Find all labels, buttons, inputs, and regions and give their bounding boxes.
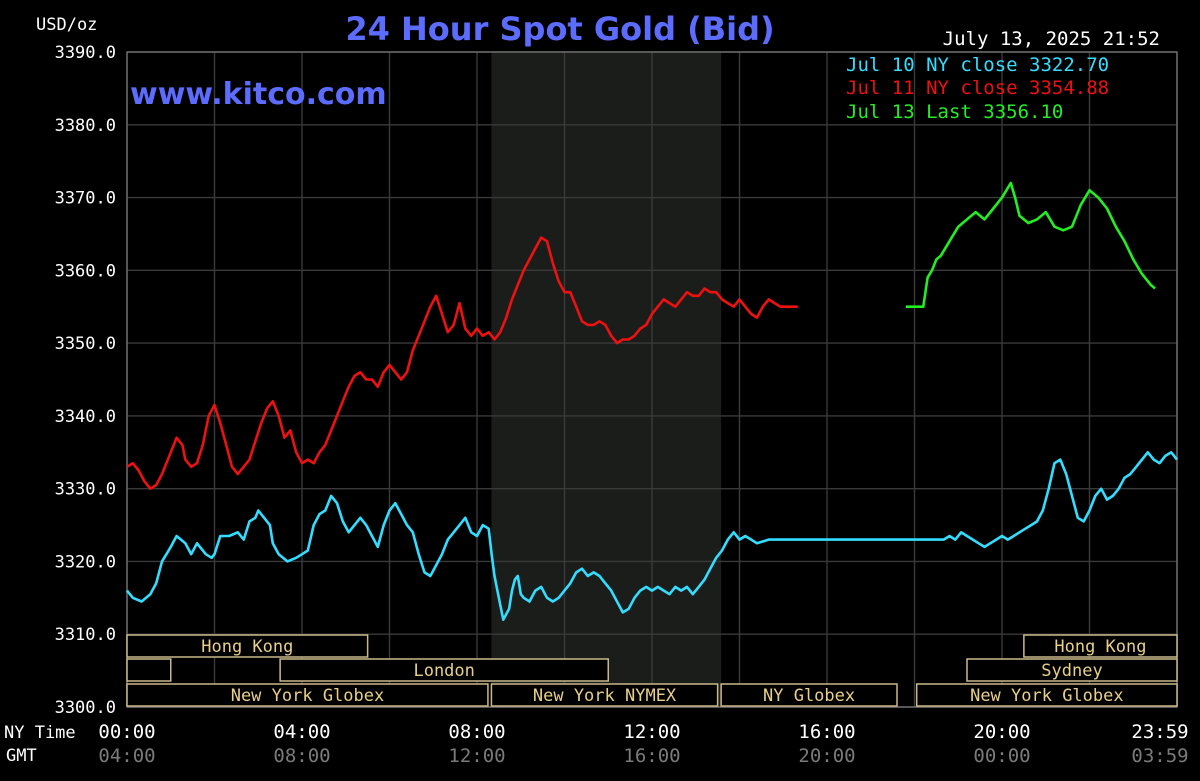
x-tick-label-ny: 04:00 (273, 721, 330, 743)
y-tick-label: 3300.0 (55, 698, 116, 718)
session-box (490, 683, 719, 707)
x-tick-label-gmt: 20:00 (798, 745, 855, 767)
y-axis-ticks: 3390.0 3380.0 3370.0 3360.0 3350.0 3340.0 3330… (55, 43, 116, 718)
y-tick-label: 3390.0 (55, 43, 116, 63)
series-line-0 (125, 450, 1179, 622)
series-line-1 (126, 236, 798, 491)
session-label: London (413, 661, 474, 681)
session-label: Hong Kong (1054, 637, 1146, 657)
session-box (279, 658, 609, 682)
x-tick-label-ny: 12:00 (623, 721, 680, 743)
x-tick-label-gmt: 00:00 (973, 745, 1030, 767)
x-tick-label-gmt: 03:59 (1131, 745, 1188, 767)
plot-border (126, 51, 1178, 708)
chart-timestamp: July 13, 2025 21:52 (943, 28, 1160, 50)
x-axis-ticks: 00:00 04:00 08:00 12:00 16:00 20:00 23:5904:00… (98, 721, 1188, 767)
x-tick-label-ny: 00:00 (98, 721, 155, 743)
y-tick-label: 3340.0 (55, 407, 116, 427)
legend-item-jul11: Jul 11 NY close 3354.88 (846, 77, 1109, 99)
market-sessions: Hong Kong London New York Globex New York N… (126, 634, 1178, 707)
price-series (125, 181, 1179, 622)
x-tick-label-ny: 16:00 (798, 721, 855, 743)
x-tick-label-ny: 23:59 (1131, 721, 1188, 743)
session-label: New York Globex (231, 686, 385, 706)
x-tick-label-ny: 20:00 (973, 721, 1030, 743)
session-box (966, 658, 1178, 682)
y-axis-unit: USD/oz (36, 15, 97, 35)
session-label: New York NYMEX (533, 686, 677, 706)
chart-legend: Jul 10 NY close 3322.70 Jul 11 NY close … (846, 54, 1109, 123)
y-tick-label: 3360.0 (55, 261, 116, 281)
y-tick-label: 3320.0 (55, 552, 116, 572)
legend-item-jul13: Jul 13 Last 3356.10 (846, 101, 1063, 123)
y-tick-label: 3310.0 (55, 625, 116, 645)
x-tick-label-ny: 08:00 (448, 721, 505, 743)
y-tick-label: 3370.0 (55, 189, 116, 209)
session-label: New York Globex (970, 686, 1124, 706)
nymex-session-shade (491, 52, 722, 707)
legend-item-jul10: Jul 10 NY close 3322.70 (846, 54, 1109, 76)
session-label: Hong Kong (201, 637, 293, 657)
kitco-watermark: www.kitco.com (130, 77, 387, 112)
y-tick-label: 3350.0 (55, 334, 116, 354)
chart-title: 24 Hour Spot Gold (Bid) (345, 10, 774, 48)
x-tick-label-gmt: 16:00 (623, 745, 680, 767)
x-tick-label-gmt: 12:00 (448, 745, 505, 767)
session-box (720, 683, 898, 707)
series-line-2 (905, 181, 1156, 309)
session-box (126, 658, 172, 682)
session-label: NY Globex (763, 686, 855, 706)
x-tick-label-gmt: 08:00 (273, 745, 330, 767)
session-box (1023, 634, 1178, 658)
y-tick-label: 3380.0 (55, 116, 116, 136)
session-box (126, 683, 489, 707)
x-axis-gmt-label: GMT (6, 746, 37, 766)
x-axis-ny-time-label: NY Time (4, 723, 76, 743)
x-tick-label-gmt: 04:00 (98, 745, 155, 767)
session-box (126, 634, 369, 658)
session-label: Sydney (1041, 661, 1102, 681)
session-box (915, 683, 1178, 707)
y-tick-label: 3330.0 (55, 480, 116, 500)
chart-grid (126, 51, 1178, 708)
